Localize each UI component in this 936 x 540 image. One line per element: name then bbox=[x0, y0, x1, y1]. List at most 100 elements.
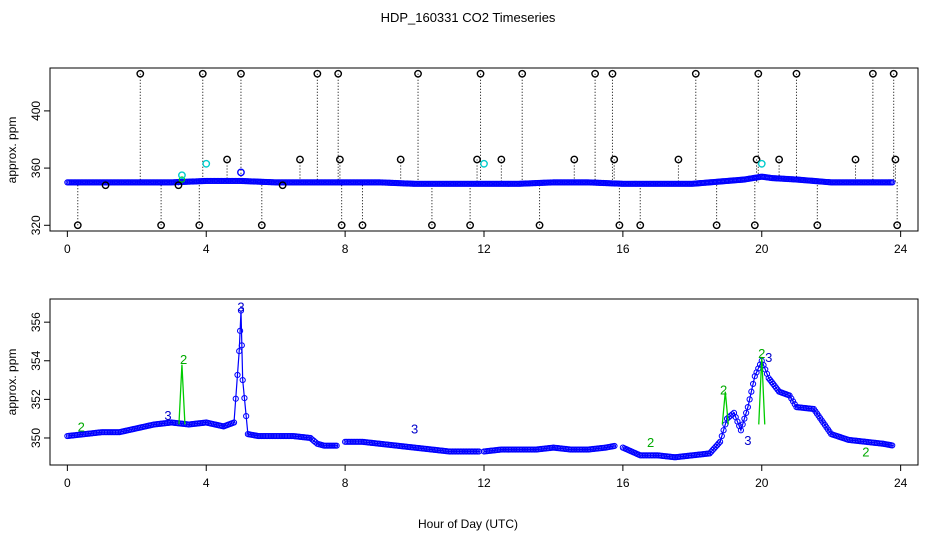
top-outlier-point bbox=[396, 155, 405, 164]
bottom-series-point bbox=[238, 342, 245, 349]
top-outlier-point bbox=[750, 221, 759, 230]
top-outlier-point bbox=[775, 155, 784, 164]
top-outlier-point bbox=[752, 155, 761, 164]
bottom-cal-spike bbox=[758, 356, 766, 425]
bottom-xtick-label: 4 bbox=[203, 476, 210, 490]
bottom-ytick-label: 356 bbox=[29, 312, 43, 332]
bottom-plot-frame bbox=[49, 298, 919, 466]
top-outlier-point bbox=[358, 221, 367, 230]
top-outlier-point bbox=[851, 155, 860, 164]
top-outlier-point bbox=[535, 221, 544, 230]
bottom-series-point bbox=[718, 432, 725, 440]
bottom-ytick-label: 352 bbox=[29, 389, 43, 409]
top-cyan-point bbox=[202, 159, 211, 168]
bottom-series-point bbox=[744, 403, 751, 411]
top-outlier-point bbox=[136, 69, 145, 78]
top-outlier-point bbox=[476, 69, 485, 78]
top-outlier-point bbox=[754, 69, 763, 78]
top-ytick-label: 400 bbox=[29, 101, 43, 121]
bottom-series-point bbox=[746, 396, 753, 403]
bottom-axes: 0 4 8 12 16 20 24 350 352 354 356 bbox=[29, 312, 908, 490]
top-outlier-point bbox=[174, 181, 183, 190]
bottom-point-label: 2 bbox=[78, 419, 85, 434]
top-outlier-point bbox=[334, 69, 343, 78]
bottom-ytick-label: 350 bbox=[29, 428, 43, 448]
top-outlier-point bbox=[223, 155, 231, 164]
bottom-series-point bbox=[743, 409, 750, 416]
top-ytick-label: 360 bbox=[29, 158, 43, 178]
bottom-series-point bbox=[236, 327, 244, 334]
bottom-xtick-label: 20 bbox=[755, 476, 769, 490]
bottom-point-label: 2 bbox=[758, 346, 765, 361]
top-xtick-label: 24 bbox=[894, 242, 908, 256]
bottom-series-point bbox=[232, 395, 239, 402]
top-outlier-point bbox=[278, 181, 287, 190]
bottom-point-label: 2 bbox=[862, 444, 869, 459]
top-ytick-label: 320 bbox=[29, 215, 43, 235]
top-outlier-point bbox=[608, 69, 617, 78]
top-outlier-point bbox=[336, 155, 344, 164]
bottom-ytick-label: 354 bbox=[29, 350, 43, 370]
top-blue-point bbox=[237, 168, 245, 177]
bottom-series-point bbox=[753, 369, 760, 376]
bottom-xtick-label: 8 bbox=[342, 476, 349, 490]
top-outlier-point bbox=[674, 155, 683, 164]
top-ylabel: approx. ppm bbox=[5, 117, 19, 184]
top-outlier-point bbox=[257, 221, 266, 230]
top-outlier-point bbox=[610, 155, 619, 164]
top-outlier-point bbox=[893, 221, 902, 230]
top-outlier-point bbox=[198, 69, 207, 78]
top-outlier-point bbox=[615, 221, 624, 230]
top-outlier-point bbox=[691, 69, 700, 78]
bottom-xtick-label: 0 bbox=[64, 476, 71, 490]
top-outlier-point bbox=[157, 221, 166, 230]
top-cyan-point bbox=[480, 159, 488, 168]
bottom-point-label: 3 bbox=[237, 300, 244, 315]
bottom-series-point bbox=[236, 348, 243, 355]
bottom-point-label: 3 bbox=[411, 421, 418, 436]
top-xtick-label: 16 bbox=[616, 242, 630, 256]
top-outlier-point bbox=[428, 221, 436, 230]
bottom-series-point bbox=[751, 373, 758, 380]
top-outlier-point bbox=[570, 155, 579, 164]
bottom-point-label: 2 bbox=[720, 383, 727, 398]
top-baseline-point bbox=[889, 179, 896, 186]
bottom-series-point bbox=[748, 388, 755, 395]
bottom-point-label: 2 bbox=[647, 435, 654, 450]
top-outlier-point bbox=[414, 69, 422, 78]
top-outlier-point bbox=[195, 221, 204, 230]
top-outlier-point bbox=[237, 69, 245, 78]
bottom-cal-spike bbox=[178, 364, 186, 425]
bottom-series-point bbox=[611, 442, 618, 450]
top-outlier-point bbox=[813, 221, 822, 230]
bottom-series-point bbox=[889, 442, 896, 449]
top-outlier-point bbox=[101, 181, 110, 190]
top-outlier-point bbox=[73, 221, 82, 230]
top-xtick-label: 20 bbox=[755, 242, 769, 256]
bottom-series-point bbox=[737, 427, 745, 434]
top-xtick-label: 4 bbox=[203, 242, 210, 256]
figure-xlabel: Hour of Day (UTC) bbox=[418, 517, 518, 531]
bottom-point-label: 2 bbox=[180, 352, 187, 367]
top-cyan-point bbox=[757, 159, 766, 168]
top-cyan-point bbox=[178, 171, 186, 180]
bottom-series-point bbox=[333, 442, 340, 449]
bottom-series-point bbox=[243, 413, 250, 420]
bottom-series-point bbox=[741, 415, 748, 422]
bottom-point-label: 3 bbox=[744, 433, 751, 448]
top-outlier-point bbox=[473, 155, 481, 164]
top-xtick-label: 8 bbox=[342, 242, 349, 256]
bottom-series-point bbox=[312, 439, 319, 446]
top-outlier-point bbox=[792, 69, 801, 78]
top-outlier-point bbox=[466, 221, 475, 230]
bottom-xtick-label: 12 bbox=[477, 476, 491, 490]
top-outlier-point bbox=[313, 69, 322, 78]
bottom-series-point bbox=[234, 371, 241, 379]
bottom-point-label: 3 bbox=[164, 408, 171, 423]
bottom-series-point bbox=[739, 421, 746, 428]
top-panel: approx. ppm 0 4 8 12 16 20 24 320 360 400 bbox=[5, 67, 919, 256]
top-outlier-point bbox=[712, 221, 721, 230]
top-outlier-point bbox=[497, 155, 506, 164]
